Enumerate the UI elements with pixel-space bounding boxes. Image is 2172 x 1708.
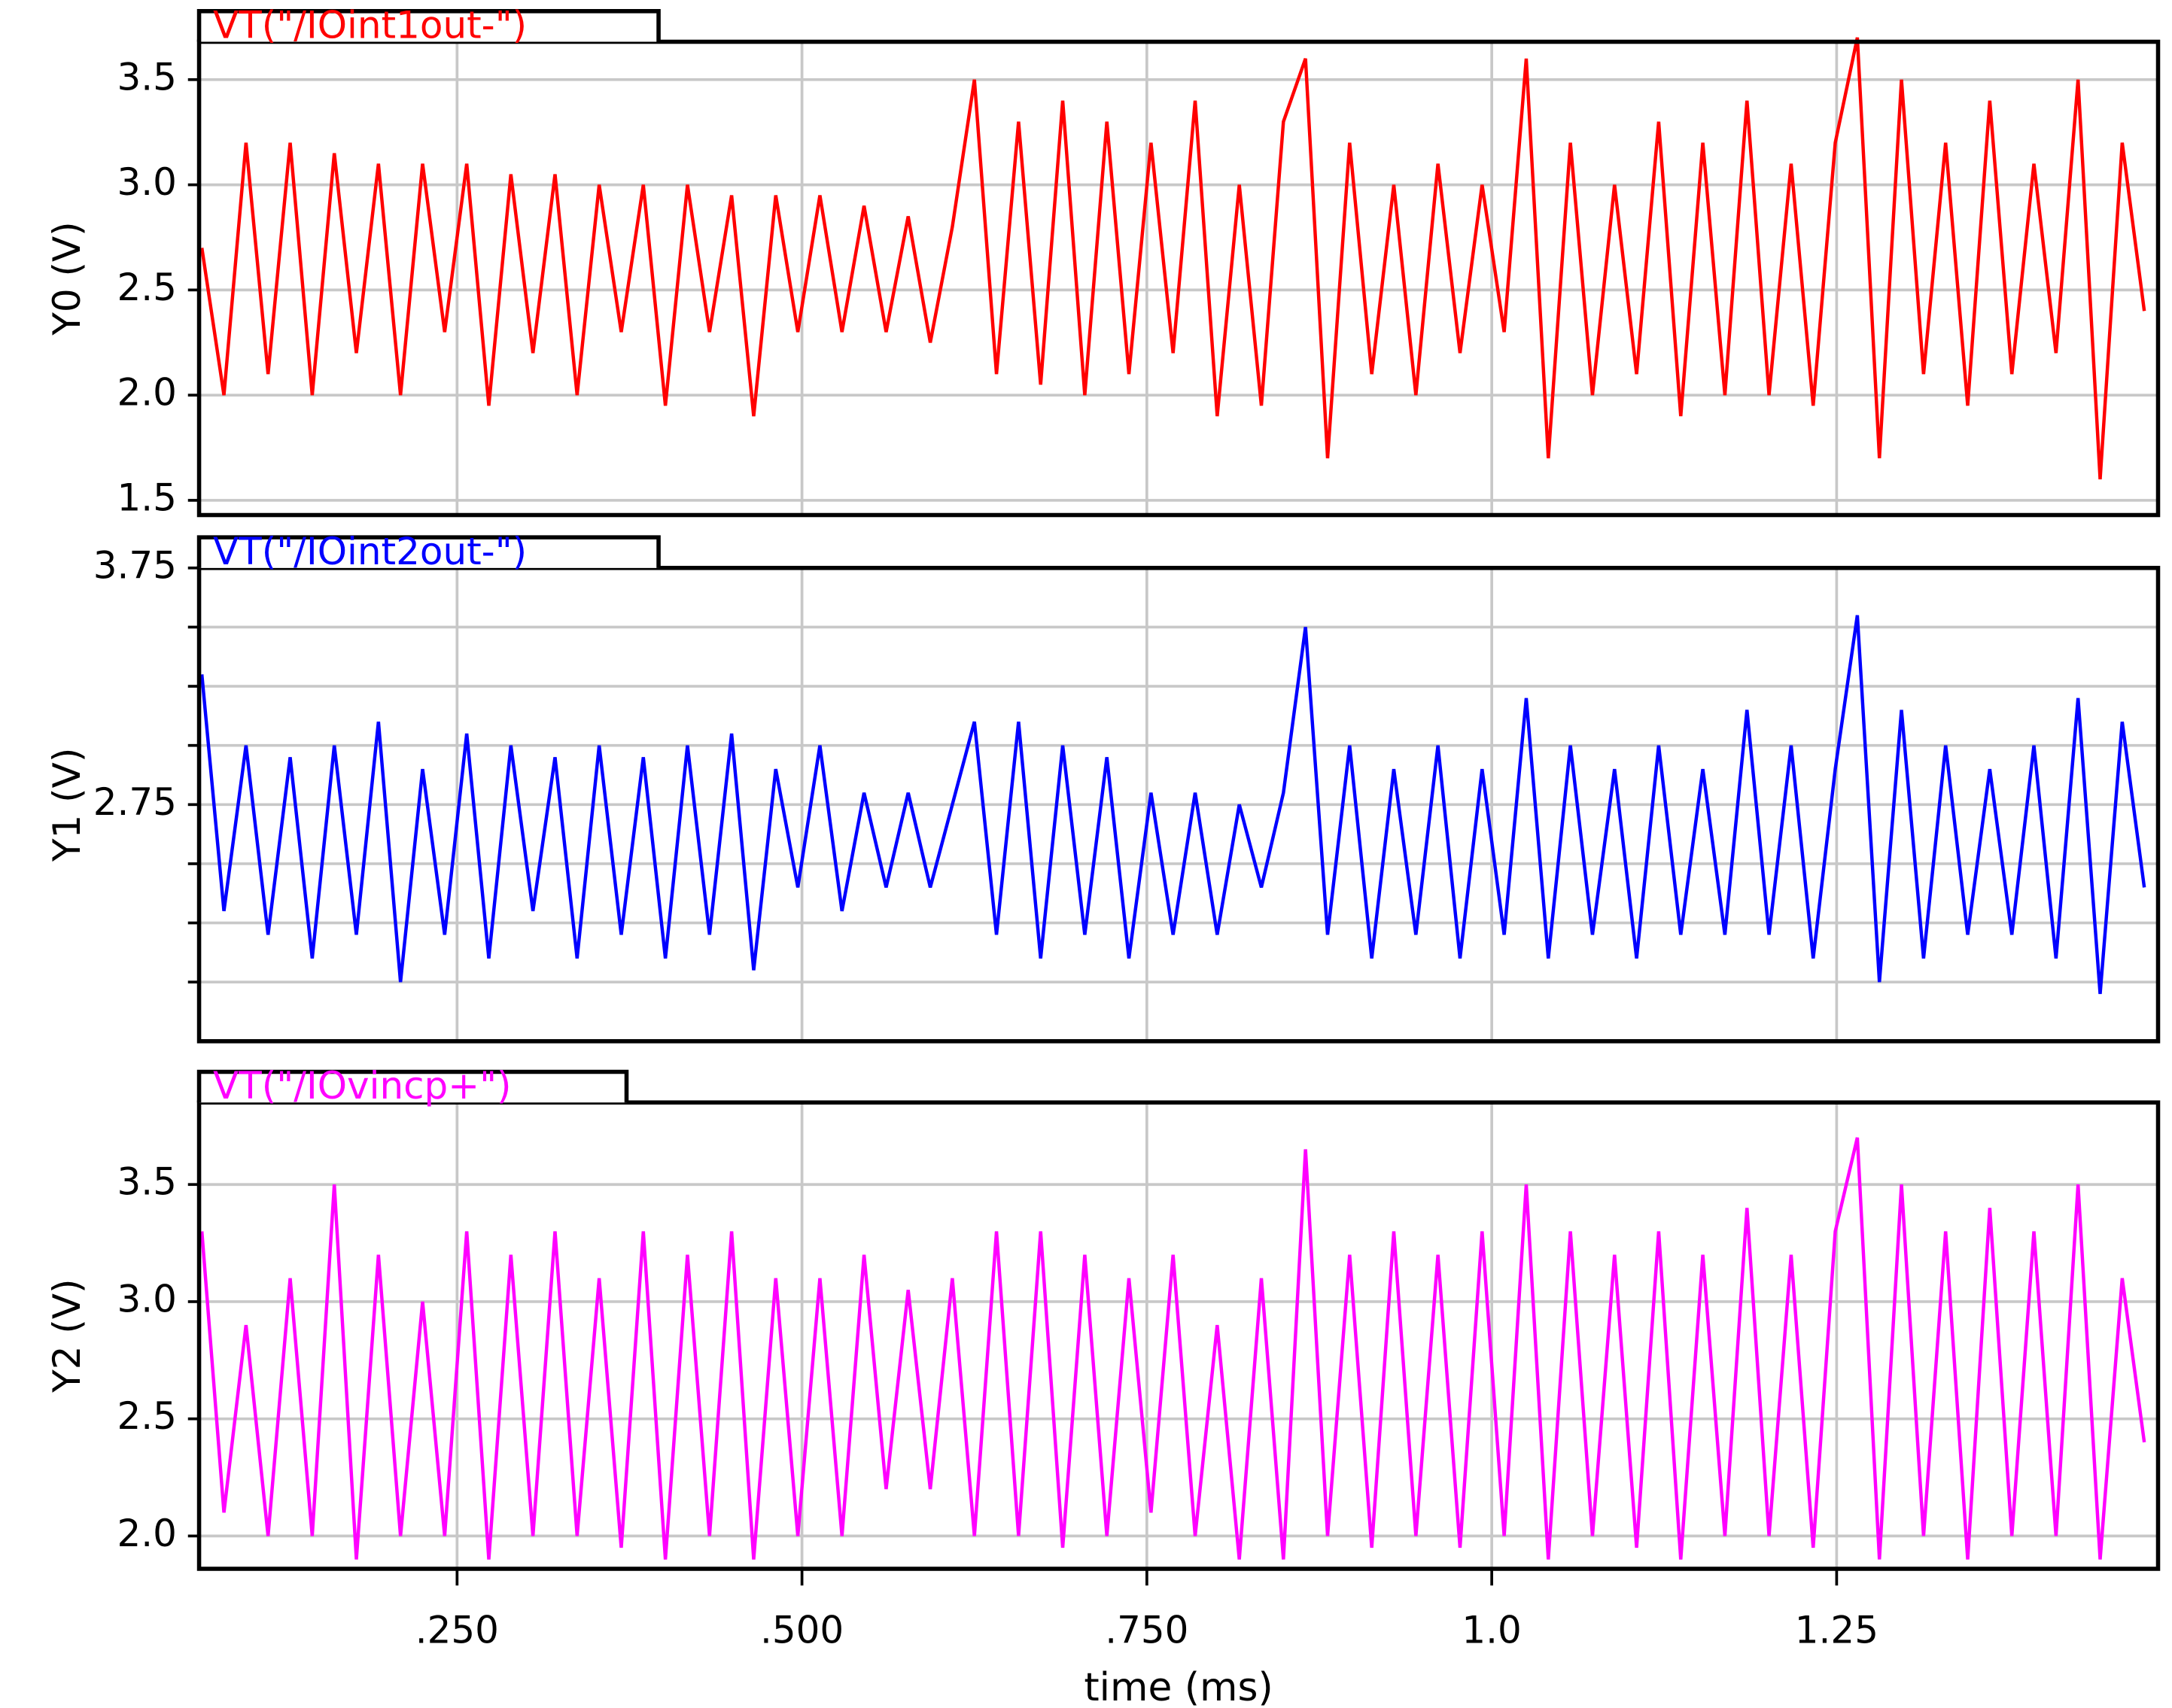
y-tick-label: 3.75 bbox=[93, 543, 177, 587]
y-axis-label: Y1 (V) bbox=[45, 748, 89, 862]
y-tick-label: 2.5 bbox=[117, 1394, 177, 1438]
y-tick-label: 2.0 bbox=[117, 1512, 177, 1555]
title-tab bbox=[196, 535, 661, 568]
title-tab bbox=[196, 1069, 629, 1103]
x-axis-label: time (ms) bbox=[1084, 1665, 1273, 1708]
y-axis-label: Y0 (V) bbox=[45, 221, 89, 336]
plot-frame bbox=[196, 566, 2161, 1044]
title-tab bbox=[196, 9, 661, 42]
y-tick-label: 3.0 bbox=[117, 160, 177, 204]
x-tick-label: 1.0 bbox=[1462, 1609, 1521, 1652]
y-tick-label: 2.5 bbox=[117, 266, 177, 309]
data-line bbox=[200, 615, 2146, 995]
data-line bbox=[199, 1137, 2146, 1560]
y-tick-label: 2.75 bbox=[93, 780, 177, 824]
y-tick-label: 1.5 bbox=[117, 476, 177, 519]
y-tick-label: 3.5 bbox=[117, 1160, 177, 1204]
y-tick-label: 3.5 bbox=[117, 55, 177, 99]
data-line bbox=[200, 37, 2146, 480]
y-tick-label: 2.0 bbox=[117, 371, 177, 415]
panel-title: VT("/IOint2out-") bbox=[213, 530, 527, 573]
x-tick-label: 1.25 bbox=[1795, 1609, 1878, 1652]
x-tick-label: .500 bbox=[760, 1609, 844, 1652]
y-axis-label: Y2 (V) bbox=[45, 1278, 89, 1393]
plot-frame bbox=[196, 39, 2161, 518]
x-tick-label: .250 bbox=[415, 1609, 499, 1652]
panel-title: VT("/IOvincp+") bbox=[213, 1064, 512, 1108]
y-tick-label: 3.0 bbox=[117, 1277, 177, 1321]
plot-frame bbox=[196, 1100, 2161, 1571]
x-tick-label: .750 bbox=[1105, 1609, 1188, 1652]
panel-title: VT("/IOint1out-") bbox=[213, 4, 527, 47]
